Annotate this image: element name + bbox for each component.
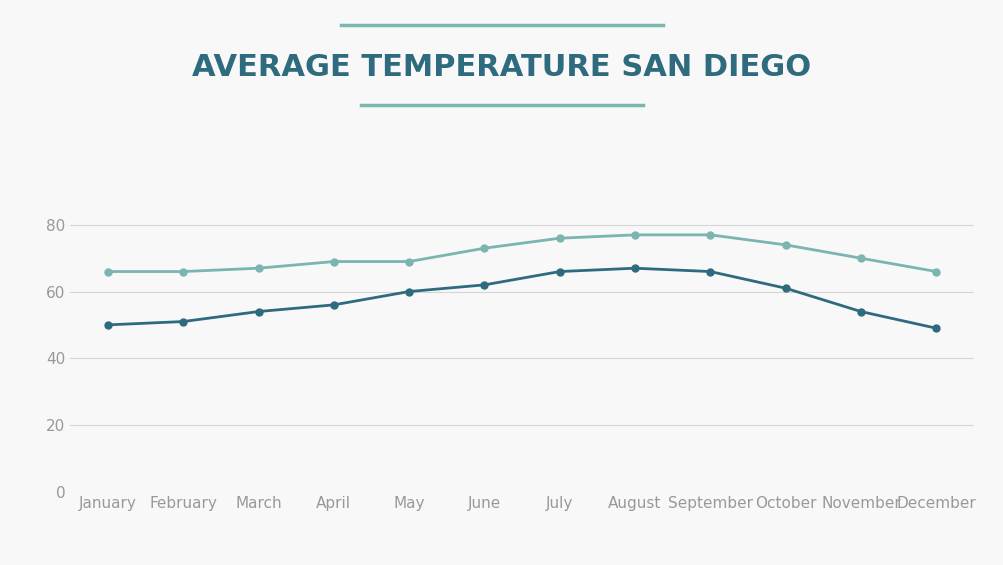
- Text: AVERAGE TEMPERATURE SAN DIEGO: AVERAGE TEMPERATURE SAN DIEGO: [193, 53, 810, 82]
